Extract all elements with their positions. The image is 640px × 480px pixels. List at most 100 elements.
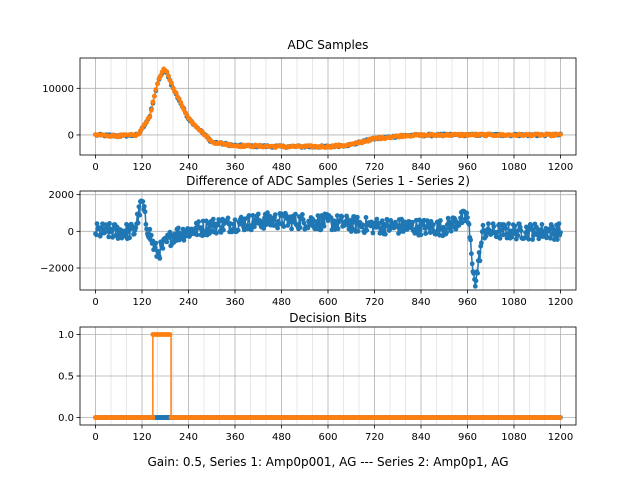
data-point	[506, 221, 511, 227]
y-ticks: −2000 0 2000	[40, 190, 80, 275]
data-point	[248, 227, 254, 233]
chart-title: Decision Bits	[289, 311, 366, 325]
x-tick-label: 960	[458, 432, 477, 443]
data-point	[194, 232, 200, 238]
data-point	[133, 225, 139, 231]
data-point	[335, 226, 341, 232]
data-point	[225, 215, 231, 221]
data-point	[176, 225, 181, 231]
data-point	[321, 223, 327, 229]
x-tick-label: 840	[411, 162, 430, 173]
data-point	[158, 73, 164, 79]
data-point	[246, 213, 252, 218]
data-point	[250, 213, 256, 218]
x-tick-label: 240	[179, 162, 198, 173]
data-point	[387, 226, 393, 232]
data-point	[107, 221, 112, 226]
data-point	[523, 230, 528, 236]
series-group	[93, 332, 563, 420]
x-tick-label: 1080	[501, 162, 526, 173]
y-tick-label: 0	[68, 227, 74, 238]
panel-adc-samples: ADC Samples 0 120 240 360 480 600 720 840 960 108…	[42, 38, 577, 173]
x-tick-label: 1080	[501, 432, 526, 443]
data-point	[498, 227, 504, 233]
data-point	[469, 251, 474, 257]
data-point	[526, 236, 532, 242]
x-tick-label: 240	[179, 297, 198, 308]
y-tick-label: 0.5	[58, 372, 74, 383]
data-point	[210, 216, 216, 222]
x-tick-label: 120	[132, 432, 151, 443]
data-point	[285, 223, 291, 228]
data-point	[142, 209, 148, 215]
data-point	[172, 231, 178, 237]
x-ticks: 0 120 240 360 480 600 720 840 960 1080 1200	[92, 290, 573, 308]
data-point	[438, 218, 443, 223]
data-point	[417, 227, 423, 233]
data-point	[491, 224, 497, 229]
data-point	[328, 215, 334, 221]
data-point	[557, 415, 563, 420]
data-point	[534, 224, 539, 230]
data-point	[164, 239, 170, 245]
series-group	[93, 198, 563, 289]
data-point	[468, 237, 473, 243]
x-tick-label: 120	[132, 162, 151, 173]
data-point	[399, 216, 404, 222]
data-point	[214, 230, 219, 236]
data-point	[164, 69, 170, 74]
data-point	[155, 81, 160, 87]
data-point	[106, 234, 112, 240]
data-point	[135, 220, 141, 226]
data-point	[486, 221, 491, 227]
data-point	[252, 224, 257, 230]
data-point	[497, 235, 503, 241]
data-point	[131, 231, 137, 237]
data-point	[160, 246, 166, 251]
x-tick-label: 0	[92, 297, 98, 308]
data-point	[464, 210, 470, 216]
data-point	[444, 230, 449, 235]
data-point	[215, 222, 221, 228]
data-point	[153, 240, 159, 246]
x-tick-label: 960	[458, 297, 477, 308]
y-tick-label: 0	[68, 130, 74, 141]
y-tick-label: 0.0	[58, 413, 74, 424]
data-point	[167, 229, 173, 235]
y-tick-label: 2000	[49, 190, 74, 201]
data-point	[518, 228, 524, 234]
x-tick-label: 840	[411, 432, 430, 443]
data-point	[293, 211, 298, 217]
data-point	[150, 99, 156, 105]
x-ticks: 0 120 240 360 480 600 720 840 960 1080 1200	[92, 425, 573, 443]
x-tick-label: 600	[318, 297, 337, 308]
data-point	[448, 228, 454, 234]
data-point	[476, 250, 482, 255]
data-point	[305, 225, 311, 231]
data-point	[137, 212, 143, 218]
data-point	[147, 226, 153, 232]
x-tick-label: 1080	[501, 297, 526, 308]
x-tick-label: 240	[179, 432, 198, 443]
data-point	[418, 232, 424, 238]
data-point	[345, 216, 350, 222]
x-tick-label: 840	[411, 297, 430, 308]
data-point	[382, 231, 388, 237]
x-tick-label: 720	[365, 432, 384, 443]
data-point	[255, 211, 261, 217]
data-point	[503, 226, 508, 231]
data-point	[469, 261, 475, 267]
data-point	[334, 213, 340, 219]
data-point	[512, 223, 518, 229]
data-point	[363, 215, 369, 220]
data-point	[148, 232, 154, 238]
data-point	[530, 237, 535, 242]
x-tick-label: 600	[318, 432, 337, 443]
data-point	[196, 219, 202, 225]
x-tick-label: 480	[272, 432, 291, 443]
data-point	[275, 225, 280, 231]
data-point	[301, 220, 307, 226]
data-point	[300, 217, 306, 222]
data-point	[374, 216, 380, 222]
x-tick-label: 480	[272, 297, 291, 308]
